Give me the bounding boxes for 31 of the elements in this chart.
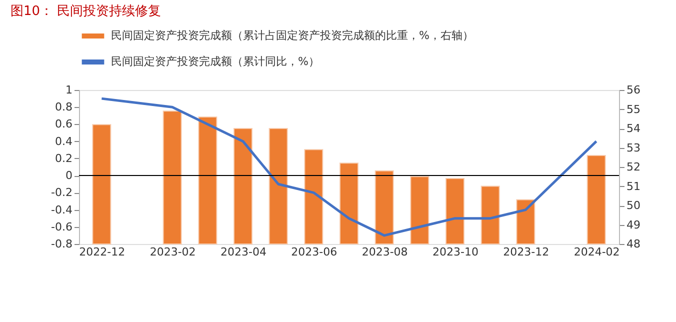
y-tick-label: -0.2 xyxy=(51,186,72,200)
y2-tick-label: 55 xyxy=(626,102,640,116)
y2-tick-label: 56 xyxy=(626,84,640,96)
chart-title: 图10： 民间投资持续修复 xyxy=(10,4,162,19)
y-tick-label: 0.4 xyxy=(55,134,72,148)
y2-tick-label: 51 xyxy=(626,180,640,193)
y2-tick-label: 53 xyxy=(626,141,640,154)
y2-tick-label: 54 xyxy=(626,122,640,135)
y-tick-label: -0.8 xyxy=(51,238,72,250)
x-tick-label: 2022-12 xyxy=(79,246,126,258)
legend-label: 民间固定资产投资完成额（累计占固定资产投资完成额的比重，%，右轴） xyxy=(111,29,474,42)
y-tick-label: 0.8 xyxy=(55,100,72,114)
legend-label: 民间固定资产投资完成额（累计同比，%） xyxy=(111,55,320,68)
y-tick-label: 0 xyxy=(66,169,72,182)
y-tick-label: -0.6 xyxy=(51,220,72,234)
x-tick-label: 2023-08 xyxy=(362,246,408,258)
x-tick-label: 2024-02 xyxy=(574,246,620,258)
x-tick-label: 2023-12 xyxy=(503,246,550,258)
x-tick-label: 2023-10 xyxy=(432,246,478,258)
x-tick-label: 2023-04 xyxy=(220,246,266,258)
x-tick-label: 2023-06 xyxy=(291,246,338,258)
y-tick-label: 1 xyxy=(66,84,72,96)
y2-tick-label: 49 xyxy=(626,218,640,232)
line-series xyxy=(100,97,598,237)
y-tick-label: 0.2 xyxy=(55,152,72,165)
y2-tick-label: 52 xyxy=(626,160,640,174)
y-tick-label: 0.6 xyxy=(55,118,72,131)
x-tick-label: 2023-02 xyxy=(150,246,196,258)
y2-tick-label: 50 xyxy=(626,199,640,212)
y2-tick-label: 48 xyxy=(626,238,640,250)
y-tick-label: -0.4 xyxy=(51,203,72,216)
